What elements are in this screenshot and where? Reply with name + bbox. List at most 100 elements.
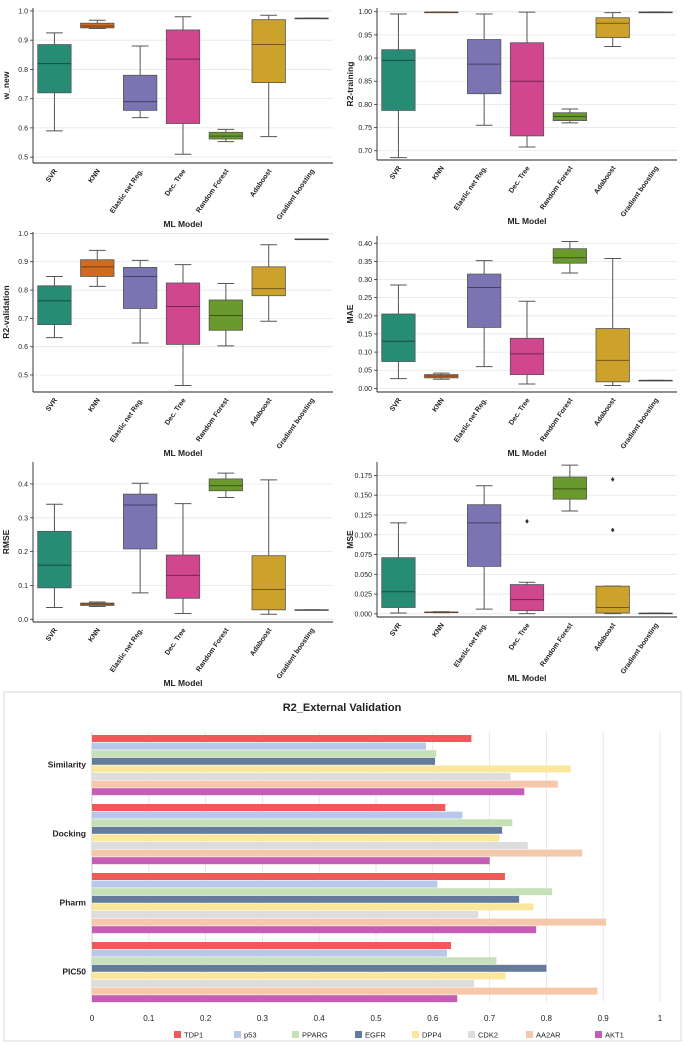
x-tick-label: Gradient boosting bbox=[276, 397, 316, 450]
y-tick-label: 0.025 bbox=[354, 592, 372, 599]
y-tick-label: 0.70 bbox=[358, 148, 372, 155]
x-tick-label: KNN bbox=[87, 168, 101, 184]
bar-akt1-pic50 bbox=[92, 995, 458, 1003]
box-dec-tree bbox=[165, 16, 201, 155]
y-category-label: Docking bbox=[52, 828, 86, 838]
legend-swatch bbox=[412, 1031, 419, 1038]
box-random-forest bbox=[552, 108, 587, 124]
box-adaboost bbox=[595, 476, 630, 615]
box-knn bbox=[80, 601, 115, 607]
box-adaboost bbox=[251, 479, 286, 615]
legend-swatch bbox=[234, 1031, 241, 1038]
x-tick-label: 0.3 bbox=[257, 1014, 269, 1023]
x-tick-label: KNN bbox=[431, 622, 445, 638]
bar-akt1-pharm bbox=[92, 926, 537, 934]
box-adaboost bbox=[251, 14, 286, 138]
box-knn bbox=[80, 19, 115, 29]
y-tick-label: 0.7 bbox=[18, 316, 28, 323]
x-axis-title: ML Model bbox=[163, 219, 202, 229]
bar-p53-similarity bbox=[92, 742, 426, 750]
box-iqr bbox=[467, 39, 502, 95]
box-dec-tree bbox=[509, 11, 545, 148]
x-tick-label: Adaboost bbox=[593, 397, 618, 428]
boxplot-panel-mse: 0.000 0.025 0.050 0.075 0.100 0.125 0.150 0.175… bbox=[345, 462, 677, 683]
x-tick-label: SVR bbox=[389, 397, 403, 413]
legend-label: DPP4 bbox=[422, 1031, 442, 1040]
legend-label: AKT1 bbox=[605, 1031, 624, 1040]
box-dec-tree bbox=[509, 518, 545, 615]
x-tick-label: Gradient boosting bbox=[620, 622, 660, 675]
y-tick-label: 0.0 bbox=[18, 617, 28, 624]
bar-cdk2-docking bbox=[92, 842, 528, 849]
y-tick-label: 0.1 bbox=[18, 583, 28, 590]
outlier-marker bbox=[610, 476, 615, 482]
legend-label: TDP1 bbox=[184, 1031, 203, 1040]
box-knn bbox=[80, 249, 115, 287]
y-tick-label: 1.00 bbox=[358, 9, 372, 16]
box-iqr bbox=[251, 555, 286, 611]
bar-cdk2-pic50 bbox=[92, 980, 475, 987]
legend-label: AA2AR bbox=[536, 1031, 561, 1040]
box-iqr bbox=[165, 554, 201, 599]
bar-egfr-docking bbox=[92, 826, 503, 834]
x-tick-label: Elastic net Reg. bbox=[453, 165, 489, 212]
bar-akt1-docking bbox=[92, 857, 490, 865]
x-tick-label: Gradient boosting bbox=[276, 168, 316, 221]
boxplot-panel-rmse: 0.0 0.1 0.2 0.3 0.4 SVR KNN Elastic net Reg. Dec… bbox=[1, 462, 333, 688]
y-tick-label: 0.6 bbox=[18, 344, 28, 351]
y-tick-label: 0.6 bbox=[18, 125, 28, 132]
x-tick-label: Adaboost bbox=[249, 397, 274, 428]
box-gradient-boosting bbox=[294, 238, 329, 241]
y-category-label: Pharm bbox=[60, 897, 87, 907]
x-tick-label: 1 bbox=[658, 1014, 663, 1023]
box-gradient-boosting bbox=[294, 609, 329, 611]
x-tick-label: 0 bbox=[90, 1014, 95, 1023]
box-svr bbox=[381, 284, 416, 380]
legend-swatch bbox=[292, 1031, 299, 1038]
box-iqr bbox=[381, 49, 416, 111]
x-tick-label: Dec. Tree bbox=[164, 397, 188, 427]
x-tick-label: Gradient boosting bbox=[276, 627, 316, 680]
x-tick-label: 0.2 bbox=[200, 1014, 212, 1023]
y-axis-title: RMSE bbox=[1, 529, 11, 554]
box-iqr bbox=[123, 74, 158, 111]
legend-item-p53: p53 bbox=[234, 1031, 257, 1040]
bar-pparg-pharm bbox=[92, 888, 553, 896]
y-tick-label: 0.5 bbox=[18, 373, 28, 380]
box-elastic-net-reg- bbox=[467, 13, 502, 126]
bar-p53-pharm bbox=[92, 880, 438, 888]
bar-chart-r2-external-validation: R2_External Validation 0 0.1 0.2 0.3 0.4 0.5 0.… bbox=[3, 691, 682, 1042]
y-tick-label: 0.9 bbox=[18, 259, 28, 266]
box-elastic-net-reg- bbox=[123, 482, 158, 594]
x-tick-label: Random Forest bbox=[539, 165, 575, 212]
box-gradient-boosting bbox=[294, 17, 329, 20]
legend-label: PPARG bbox=[302, 1031, 328, 1040]
y-tick-label: 0.90 bbox=[358, 56, 372, 63]
legend-swatch bbox=[468, 1031, 475, 1038]
category-group-pic50: PIC50 bbox=[62, 942, 598, 1003]
x-tick-label: Dec. Tree bbox=[508, 622, 532, 652]
box-adaboost bbox=[595, 257, 630, 386]
x-tick-label: Adaboost bbox=[249, 168, 274, 199]
bar-cdk2-pharm bbox=[92, 911, 479, 918]
boxplot-panel-r2-training: 0.70 0.75 0.80 0.85 0.90 0.95 1.00 SVR KNN Elasti… bbox=[345, 8, 677, 226]
box-iqr bbox=[37, 530, 72, 589]
x-tick-label: 0.8 bbox=[541, 1014, 553, 1023]
category-group-similarity: Similarity bbox=[48, 735, 571, 796]
legend-item-aa2ar: AA2AR bbox=[526, 1031, 561, 1040]
y-tick-label: 0.95 bbox=[358, 32, 372, 39]
y-tick-label: 0.75 bbox=[358, 125, 372, 132]
legend-item-akt1: AKT1 bbox=[595, 1031, 624, 1040]
box-knn bbox=[424, 372, 459, 380]
bar-dpp4-similarity bbox=[92, 765, 571, 773]
box-gradient-boosting bbox=[638, 379, 673, 382]
y-axis-title: R2-training bbox=[345, 62, 355, 107]
box-gradient-boosting bbox=[638, 612, 673, 615]
legend-label: EGFR bbox=[365, 1031, 386, 1040]
y-tick-label: 0.100 bbox=[354, 532, 372, 539]
y-tick-label: 0.7 bbox=[18, 96, 28, 103]
box-iqr bbox=[80, 259, 115, 277]
box-random-forest bbox=[208, 128, 243, 143]
x-axis-title: ML Model bbox=[163, 678, 202, 688]
